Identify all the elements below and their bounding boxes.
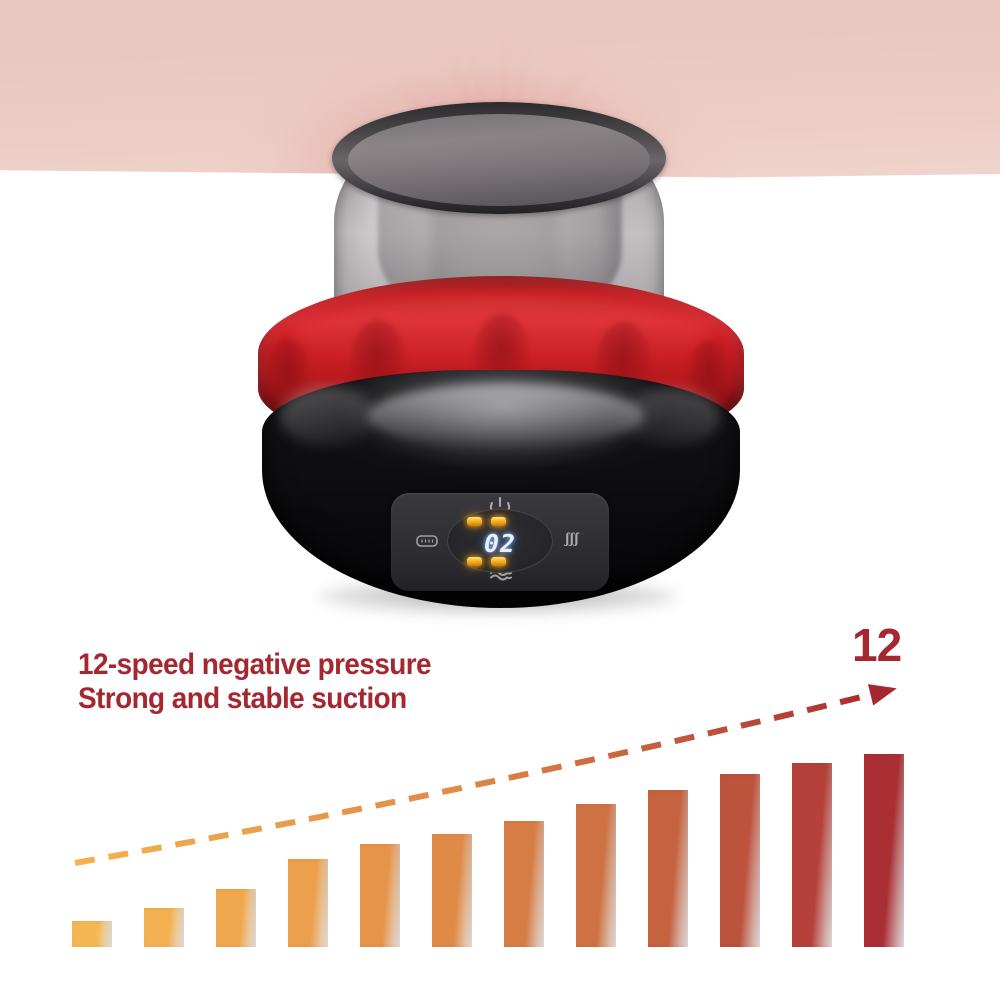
bar: [216, 889, 256, 947]
body-gloss-center: [368, 384, 644, 448]
heat-waves-icon[interactable]: ʃʃʃ: [565, 531, 579, 547]
led-indicator: [491, 517, 506, 526]
bar: [720, 774, 760, 947]
headline-text: 12-speed negative pressure Strong and st…: [78, 648, 469, 716]
cupping-massager-device: ʃʃʃ 02: [258, 102, 744, 614]
max-speed-label: 12: [852, 619, 902, 671]
bar: [504, 821, 544, 947]
bar: [648, 790, 688, 947]
body-gloss-right: [624, 388, 720, 446]
bar: [576, 804, 616, 947]
led-indicator: [467, 517, 482, 526]
bar: [864, 754, 904, 947]
body-gloss-left: [280, 386, 376, 446]
bar: [360, 844, 400, 947]
bar: [144, 908, 184, 947]
cupping-icon[interactable]: [415, 533, 439, 549]
led-indicator: [491, 557, 506, 566]
control-panel[interactable]: ʃʃʃ 02: [391, 493, 609, 591]
bar: [792, 763, 832, 947]
led-indicator: [467, 557, 482, 566]
bar: [72, 921, 112, 947]
bar: [288, 859, 328, 947]
speed-bar-chart: 12: [0, 600, 1000, 1000]
speed-level-display: 02: [483, 529, 517, 558]
bar: [432, 834, 472, 947]
headline-line-2: Strong and stable suction: [78, 682, 407, 715]
trend-arrow: [74, 684, 897, 866]
headline-line-1: 12-speed negative pressure: [78, 648, 432, 681]
suction-cup-rim-inner: [348, 114, 650, 206]
